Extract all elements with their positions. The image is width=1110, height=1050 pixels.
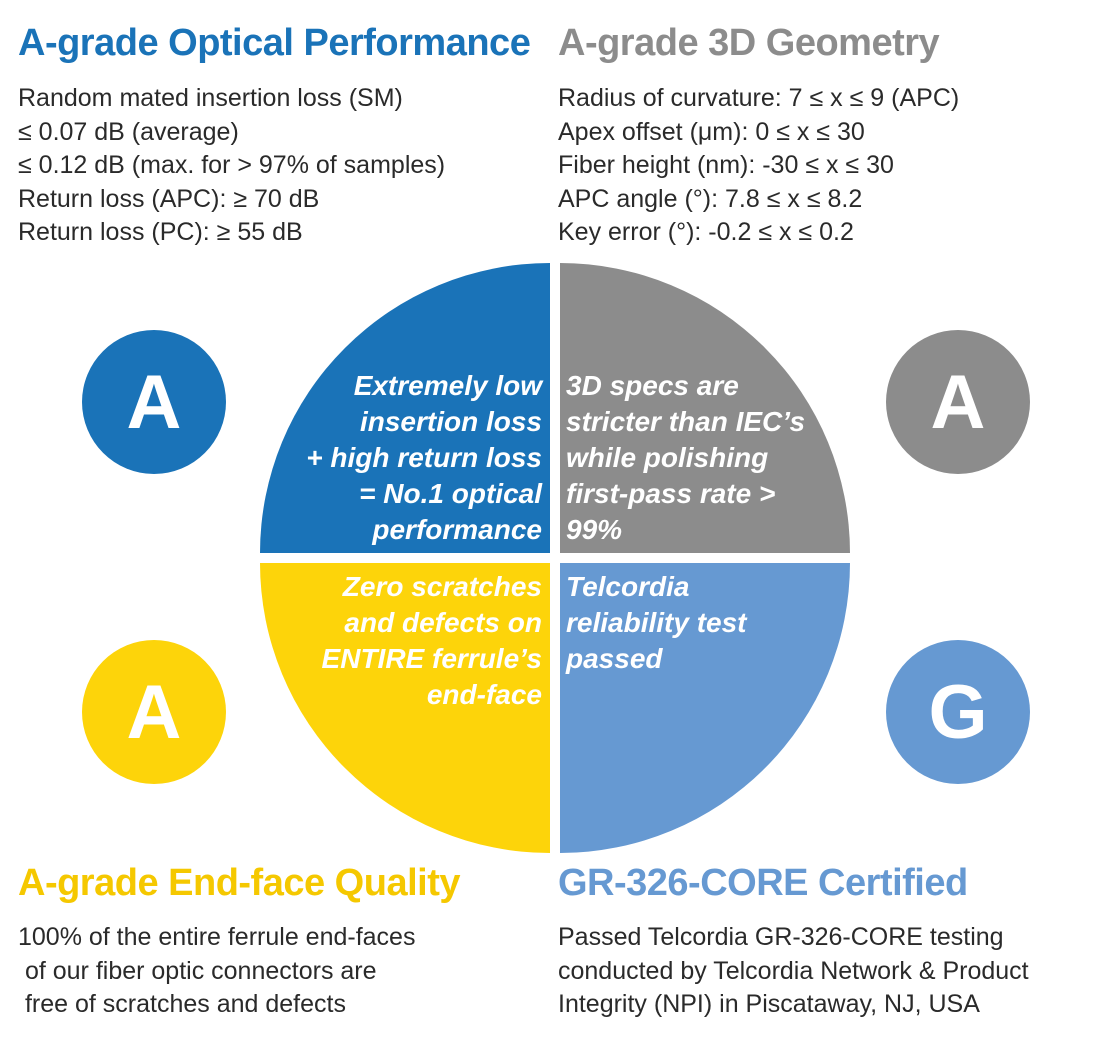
- geometry-spec-item: Fiber height (nm): -30 ≤ x ≤ 30: [558, 151, 894, 179]
- optical-grade-badge: A: [82, 330, 226, 474]
- 3d-geometry-title: A-grade 3D Geometry: [558, 22, 940, 64]
- gr326-certified-description: Passed Telcordia GR-326-CORE testing con…: [558, 923, 1029, 1018]
- gr326-certified-title: GR-326-CORE Certified: [558, 862, 968, 904]
- geometry-grade-letter: A: [930, 359, 986, 445]
- quadrant-gr326-certified: [560, 563, 850, 853]
- optical-spec-item: Return loss (APC): ≥ 70 dB: [18, 184, 320, 213]
- optical-grade-letter: A: [126, 359, 182, 445]
- optical-performance-title: A-grade Optical Performance: [18, 22, 531, 64]
- optical-spec-item: Random mated insertion loss (SM): [18, 84, 403, 112]
- optical-spec-item: ≤ 0.07 dB (average): [18, 117, 239, 146]
- 3d-geometry-spec-list: Radius of curvature: 7 ≤ x ≤ 9 (APC) Ape…: [558, 82, 959, 250]
- end-face-quality-description: 100% of the entire ferrule end-faces of …: [18, 923, 416, 1018]
- certified-quadrant-text: Telcordia reliability test passed: [566, 571, 747, 674]
- quadrant-3d-geometry: [560, 263, 850, 553]
- quadrant-end-face-quality: [260, 563, 550, 853]
- certified-grade-letter: G: [928, 669, 988, 755]
- geometry-spec-item: APC angle (°): 7.8 ≤ x ≤ 8.2: [558, 184, 863, 213]
- geometry-quadrant-text: 3D specs are stricter than IEC’s while p…: [566, 370, 806, 545]
- optical-performance-spec-list: Random mated insertion loss (SM) ≤ 0.07 …: [18, 82, 445, 250]
- certified-grade-badge: G: [886, 640, 1030, 784]
- geometry-spec-item: Radius of curvature: 7 ≤ x ≤ 9 (APC): [558, 84, 960, 112]
- endface-quadrant-text: Zero scratches and defects on ENTIRE fer…: [321, 571, 542, 710]
- endface-grade-letter: A: [126, 669, 182, 755]
- geometry-spec-item: Key error (°): -0.2 ≤ x ≤ 0.2: [558, 218, 854, 246]
- end-face-quality-title: A-grade End-face Quality: [18, 862, 460, 904]
- endface-grade-badge: A: [82, 640, 226, 784]
- optical-spec-item: ≤ 0.12 dB (max. for > 97% of samples): [18, 151, 446, 179]
- optical-quadrant-text: Extremely low insertion loss + high retu…: [306, 370, 542, 545]
- geometry-grade-badge: A: [886, 330, 1030, 474]
- geometry-spec-item: Apex offset (μm): 0 ≤ x ≤ 30: [558, 117, 865, 146]
- quadrant-optical-performance: [260, 263, 550, 553]
- optical-spec-item: Return loss (PC): ≥ 55 dB: [18, 218, 303, 246]
